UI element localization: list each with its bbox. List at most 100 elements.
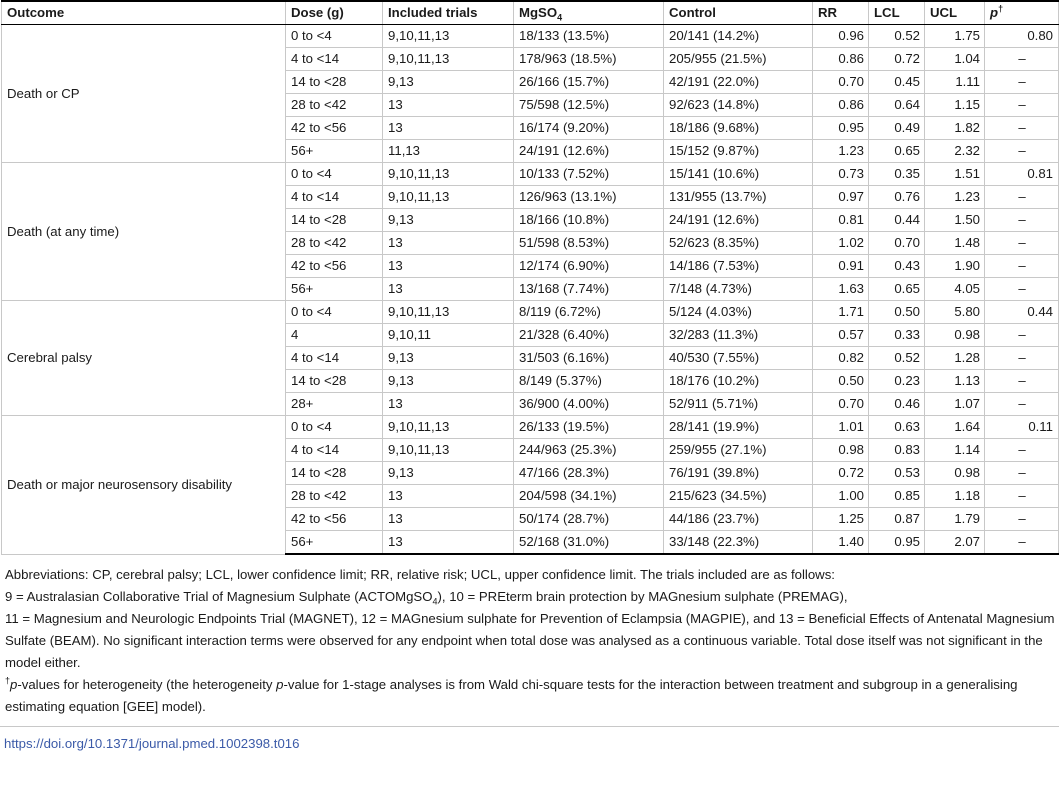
- cell-trials: 9,10,11,13: [382, 185, 514, 209]
- cell-lcl: 0.44: [868, 208, 925, 232]
- cell-dose: 28 to <42: [285, 93, 383, 117]
- cell-lcl: 0.85: [868, 484, 925, 508]
- header-row: Outcome Dose (g) Included trials MgSO4 C…: [1, 0, 1059, 25]
- table-row: Death or CP 0 to <4 9,10,11,13 18/133 (13.5…: [1, 24, 1059, 163]
- cell-control: 18/176 (10.2%): [663, 369, 813, 393]
- cell-mgso4: 13/168 (7.74%): [513, 277, 664, 301]
- footnote-p2: p: [276, 677, 284, 692]
- cell-dose: 42 to <56: [285, 507, 383, 531]
- cell-rr: 0.97: [812, 185, 869, 209]
- table-body: Death or CP 0 to <4 9,10,11,13 18/133 (13.5…: [1, 24, 1059, 555]
- cell-rr: 1.40: [812, 530, 869, 555]
- cell-ucl: 1.11: [924, 70, 985, 94]
- cell-lcl: 0.46: [868, 392, 925, 416]
- cell-ucl: 1.23: [924, 185, 985, 209]
- cell-p: –: [984, 507, 1059, 531]
- cell-p: –: [984, 185, 1059, 209]
- cell-ucl: 2.32: [924, 139, 985, 163]
- abbrev-rest: 11 = Magnesium and Neurologic Endpoints …: [5, 611, 1055, 670]
- cell-p: 0.80: [984, 24, 1059, 48]
- cell-dose: 0 to <4: [285, 162, 383, 186]
- cell-p: –: [984, 530, 1059, 555]
- table-row: 28 to <42 13 204/598 (34.1%) 215/623 (34.5%…: [2, 484, 1059, 508]
- cell-mgso4: 126/963 (13.1%): [513, 185, 664, 209]
- cell-dose: 0 to <4: [285, 300, 383, 324]
- cell-trials: 13: [382, 484, 514, 508]
- cell-dose: 56+: [285, 277, 383, 301]
- cell-rr: 0.91: [812, 254, 869, 278]
- cell-mgso4: 21/328 (6.40%): [513, 323, 664, 347]
- abbrev-line-1: Abbreviations: CP, cerebral palsy; LCL, …: [5, 567, 835, 582]
- header-p: p†: [984, 0, 1059, 25]
- cell-dose: 14 to <28: [285, 461, 383, 485]
- cell-rr: 0.50: [812, 369, 869, 393]
- cell-p: –: [984, 208, 1059, 232]
- cell-trials: 9,10,11,13: [382, 24, 514, 48]
- cell-rr: 1.01: [812, 415, 869, 439]
- cell-trials: 9,13: [382, 208, 514, 232]
- cell-control: 24/191 (12.6%): [663, 208, 813, 232]
- cell-mgso4: 50/174 (28.7%): [513, 507, 664, 531]
- cell-p: –: [984, 254, 1059, 278]
- cell-trials: 11,13: [382, 139, 514, 163]
- cell-ucl: 1.15: [924, 93, 985, 117]
- cell-p: –: [984, 323, 1059, 347]
- cell-dose: 4 to <14: [285, 185, 383, 209]
- cell-lcl: 0.87: [868, 507, 925, 531]
- footnote-text-a: -values for heterogeneity (the heterogen…: [17, 677, 277, 692]
- cell-dose: 4 to <14: [285, 346, 383, 370]
- footnote-text-b: -value for 1-stage analyses is from Wald…: [5, 677, 1018, 714]
- cell-lcl: 0.63: [868, 415, 925, 439]
- cell-mgso4: 36/900 (4.00%): [513, 392, 664, 416]
- cell-control: 15/152 (9.87%): [663, 139, 813, 163]
- cell-rr: 1.71: [812, 300, 869, 324]
- table-row: 4 to <14 9,13 31/503 (6.16%) 40/530 (7.55%)…: [2, 346, 1059, 370]
- cell-rr: 0.98: [812, 438, 869, 462]
- cell-dose: 42 to <56: [285, 116, 383, 140]
- cell-rr: 0.95: [812, 116, 869, 140]
- table-notes: Abbreviations: CP, cerebral palsy; LCL, …: [0, 555, 1059, 718]
- cell-mgso4: 8/119 (6.72%): [513, 300, 664, 324]
- cell-lcl: 0.76: [868, 185, 925, 209]
- cell-trials: 9,13: [382, 346, 514, 370]
- cell-trials: 13: [382, 93, 514, 117]
- cell-p: –: [984, 461, 1059, 485]
- cell-trials: 9,10,11,13: [382, 415, 514, 439]
- cell-outcome: Death or major neurosensory disability: [1, 415, 286, 555]
- table-row: 56+ 13 52/168 (31.0%) 33/148 (22.3%) 1.40 0.9…: [2, 530, 1059, 555]
- cell-lcl: 0.72: [868, 47, 925, 71]
- cell-p: –: [984, 231, 1059, 255]
- cell-control: 5/124 (4.03%): [663, 300, 813, 324]
- footnote-mark: †: [5, 675, 11, 686]
- header-mgso4-sub: 4: [557, 12, 563, 23]
- cell-control: 42/191 (22.0%): [663, 70, 813, 94]
- cell-rr: 0.73: [812, 162, 869, 186]
- abbrev-line-2-sub: 4: [432, 596, 438, 607]
- cell-trials: 9,13: [382, 70, 514, 94]
- cell-p: 0.81: [984, 162, 1059, 186]
- table-header: Outcome Dose (g) Included trials MgSO4 C…: [1, 0, 1059, 25]
- cell-rr: 1.02: [812, 231, 869, 255]
- table-row: 42 to <56 13 12/174 (6.90%) 14/186 (7.53%) 0…: [2, 254, 1059, 278]
- cell-ucl: 1.82: [924, 116, 985, 140]
- cell-ucl: 0.98: [924, 461, 985, 485]
- abbrev-line-2a: 9 = Australasian Collaborative Trial of …: [5, 589, 433, 604]
- cell-lcl: 0.65: [868, 139, 925, 163]
- cell-p: –: [984, 346, 1059, 370]
- cell-trials: 13: [382, 231, 514, 255]
- header-dose: Dose (g): [285, 0, 383, 25]
- cell-trials: 9,13: [382, 461, 514, 485]
- cell-control: 205/955 (21.5%): [663, 47, 813, 71]
- cell-lcl: 0.33: [868, 323, 925, 347]
- header-mgso4-base: MgSO: [519, 5, 558, 20]
- cell-mgso4: 52/168 (31.0%): [513, 530, 664, 555]
- cell-rr: 1.25: [812, 507, 869, 531]
- cell-control: 40/530 (7.55%): [663, 346, 813, 370]
- header-trials: Included trials: [382, 0, 514, 25]
- table-row: 4 to <14 9,10,11,13 126/963 (13.1%) 131/955…: [2, 185, 1059, 209]
- doi-link[interactable]: https://doi.org/10.1371/journal.pmed.100…: [4, 736, 300, 751]
- cell-dose: 56+: [285, 530, 383, 555]
- cell-ucl: 1.48: [924, 231, 985, 255]
- footnote-p: p: [10, 677, 18, 692]
- cell-trials: 13: [382, 392, 514, 416]
